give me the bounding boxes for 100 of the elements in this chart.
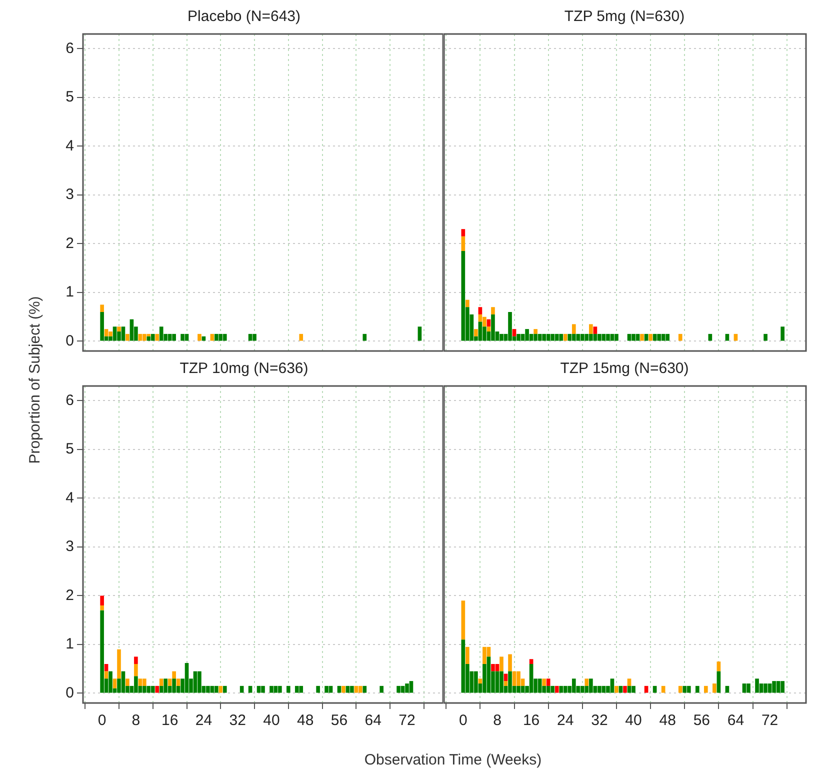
x-tick-label: 32 — [591, 712, 608, 730]
bar — [172, 671, 176, 679]
x-tick-label: 48 — [659, 712, 676, 730]
y-tick-label: 5 — [66, 88, 74, 106]
bar — [776, 681, 780, 693]
bar — [130, 319, 134, 341]
bar — [512, 671, 516, 686]
x-tick-label: 48 — [297, 712, 314, 730]
bar — [206, 686, 210, 693]
bar — [108, 671, 112, 693]
bar — [678, 686, 682, 693]
bar — [218, 686, 223, 693]
bar — [580, 334, 584, 341]
bar — [117, 326, 121, 332]
bar — [461, 640, 466, 693]
bar — [598, 334, 602, 341]
x-tick-label: 16 — [522, 712, 540, 730]
bar — [294, 686, 299, 693]
bar — [270, 686, 274, 693]
x-tick-label: 56 — [693, 712, 710, 730]
bar — [598, 686, 602, 693]
bar — [461, 236, 466, 252]
bar — [482, 316, 486, 327]
y-tick-label: 6 — [66, 40, 74, 57]
bar — [299, 334, 304, 341]
bar — [278, 686, 282, 693]
bar — [546, 686, 550, 693]
bar — [155, 334, 160, 341]
bar — [704, 686, 708, 693]
bar — [134, 676, 138, 693]
bar — [716, 662, 721, 672]
bar — [546, 678, 550, 686]
y-tick-label: 5 — [66, 440, 74, 458]
x-tick-label: 0 — [98, 712, 106, 730]
bar — [491, 664, 495, 672]
chart-title: TZP 15mg (N=630) — [560, 360, 689, 378]
bar — [554, 334, 559, 341]
bar — [198, 671, 202, 693]
bar — [100, 610, 104, 693]
bar — [342, 686, 346, 693]
bar — [474, 671, 478, 693]
bar — [584, 678, 589, 686]
bar — [159, 678, 164, 686]
bar — [172, 678, 176, 693]
bar — [572, 678, 576, 693]
bar — [682, 686, 687, 693]
bar — [150, 686, 155, 693]
bar — [593, 326, 598, 334]
bar — [678, 334, 682, 341]
bar — [466, 646, 470, 664]
bar — [614, 334, 618, 341]
bar — [214, 334, 218, 341]
y-tick-label: 6 — [66, 392, 74, 409]
bar — [780, 326, 784, 341]
bar — [252, 334, 256, 341]
bar — [572, 324, 576, 334]
bar — [193, 671, 198, 693]
bar — [546, 334, 550, 341]
bar — [134, 664, 138, 676]
x-tick-label: 72 — [398, 712, 416, 730]
bar — [500, 334, 504, 341]
bar — [218, 334, 223, 341]
bar — [746, 683, 750, 693]
bar — [184, 663, 189, 693]
chart-title: TZP 10mg (N=636) — [180, 360, 308, 378]
x-tick-label: 40 — [625, 712, 642, 730]
bar — [100, 605, 104, 610]
bar — [572, 334, 576, 341]
bar — [576, 334, 580, 341]
bar — [614, 686, 618, 693]
bar — [606, 334, 610, 341]
x-axis-title: Observation Time (Weeks) — [364, 752, 542, 768]
bar — [686, 686, 691, 693]
bar — [405, 683, 409, 693]
x-tick-label: 16 — [161, 712, 178, 730]
bar — [554, 686, 559, 693]
chart-title: Placebo (N=643) — [188, 8, 300, 26]
bar — [121, 326, 126, 341]
bar — [362, 686, 367, 693]
bar — [563, 686, 568, 693]
bar — [362, 334, 367, 341]
bar — [117, 649, 121, 679]
bar — [299, 686, 304, 693]
bar — [764, 683, 768, 693]
bar — [358, 686, 362, 693]
bar — [580, 686, 584, 693]
bar — [100, 596, 104, 606]
x-tick-label: 0 — [458, 712, 468, 730]
bar — [755, 678, 759, 693]
bar — [695, 686, 700, 693]
bar — [100, 304, 104, 312]
bar — [418, 326, 422, 341]
bar — [466, 300, 470, 308]
bar — [504, 674, 508, 682]
chart-title: TZP 5mg (N=630) — [564, 8, 685, 26]
bar — [568, 334, 572, 341]
bar — [142, 334, 146, 341]
bar — [508, 654, 512, 672]
bar — [504, 681, 508, 686]
x-tick-label: 72 — [761, 712, 778, 730]
